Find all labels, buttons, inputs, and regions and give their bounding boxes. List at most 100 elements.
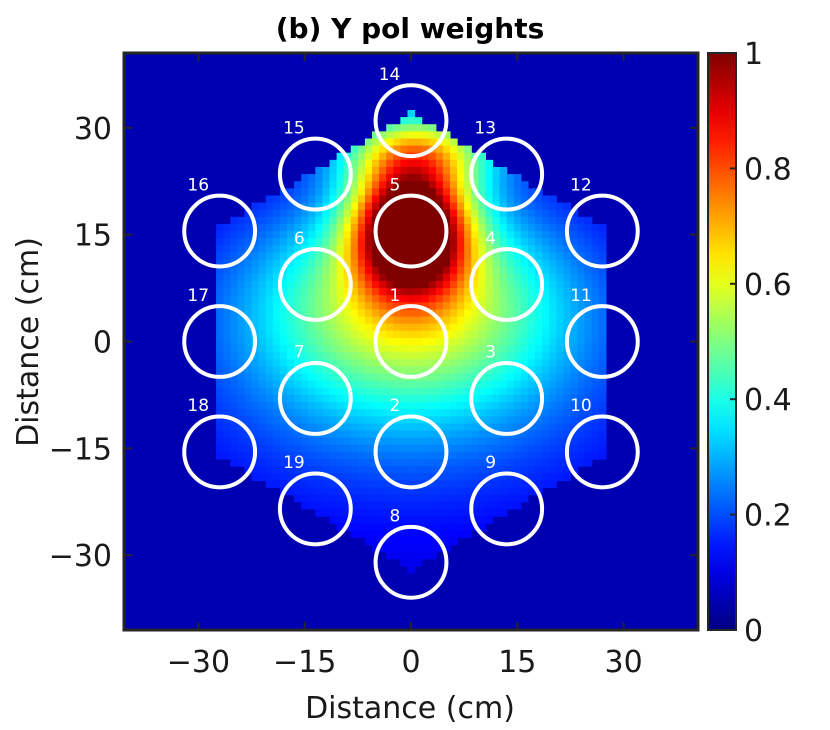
heatmap-cell — [407, 487, 416, 496]
heatmap-cell — [265, 430, 274, 439]
heatmap-cell — [584, 330, 593, 339]
heatmap-cell — [414, 352, 423, 360]
heatmap-cell — [301, 480, 309, 489]
heatmap-cell — [428, 466, 437, 474]
heatmap-cell — [478, 202, 487, 211]
heatmap-cell — [407, 501, 416, 510]
heatmap-cell — [350, 437, 359, 446]
heatmap-cell — [556, 280, 564, 289]
heatmap-cell — [357, 330, 366, 339]
heatmap-cell — [421, 402, 430, 410]
heatmap-cell — [315, 508, 324, 517]
heatmap-cell — [535, 444, 543, 453]
heatmap-cell — [364, 188, 373, 197]
heatmap-cell — [237, 437, 246, 446]
heatmap-cell — [286, 451, 295, 460]
heatmap-cell — [464, 245, 472, 254]
heatmap-cell — [485, 259, 494, 268]
heatmap-cell — [364, 451, 373, 460]
heatmap-cell — [315, 366, 324, 375]
heatmap-cell — [527, 266, 536, 275]
heatmap-cell — [237, 373, 246, 382]
heatmap-cell — [336, 516, 345, 524]
heatmap-cell — [379, 188, 387, 197]
heatmap-cell — [379, 480, 387, 489]
heatmap-cell — [542, 451, 550, 460]
horn-label: 17 — [187, 286, 209, 306]
heatmap-cell — [414, 480, 423, 489]
heatmap-cell — [542, 238, 550, 246]
heatmap-cell — [400, 466, 409, 474]
heatmap-cell — [350, 516, 359, 524]
heatmap-cell — [279, 259, 288, 268]
heatmap-cell — [556, 466, 564, 474]
heatmap-cell — [570, 466, 579, 474]
heatmap-cell — [499, 487, 508, 496]
heatmap-cell — [506, 323, 515, 332]
heatmap-cell — [272, 231, 281, 239]
heatmap-cell — [570, 330, 579, 339]
heatmap-cell — [414, 380, 423, 389]
heatmap-cell — [393, 473, 401, 481]
heatmap-cell — [527, 202, 536, 211]
heatmap-cell — [279, 316, 288, 325]
y-tick-label: 30 — [74, 112, 112, 147]
heatmap-cell — [478, 523, 487, 531]
heatmap-cell — [272, 330, 281, 339]
colorbar-tick-label: 0.8 — [744, 152, 792, 187]
heatmap-cell — [357, 302, 366, 311]
heatmap-cell — [428, 508, 437, 517]
heatmap-cell — [251, 366, 260, 375]
heatmap-cell — [329, 302, 338, 311]
heatmap-cell — [357, 494, 366, 503]
heatmap-cell — [520, 380, 529, 389]
heatmap-cell — [535, 466, 543, 474]
heatmap-cell — [478, 245, 487, 254]
heatmap-cell — [556, 223, 564, 232]
heatmap-cell — [322, 288, 331, 296]
heatmap-cell — [237, 387, 246, 396]
heatmap-cell — [223, 295, 231, 303]
heatmap-cell — [379, 323, 387, 332]
heatmap-cell — [279, 466, 288, 474]
heatmap-cell — [216, 323, 224, 332]
heatmap-cell — [421, 466, 430, 474]
heatmap-cell — [230, 402, 238, 410]
heatmap-cell — [520, 323, 529, 332]
heatmap-cell — [464, 166, 472, 175]
heatmap-cell — [350, 352, 359, 360]
heatmap-cell — [350, 459, 359, 467]
heatmap-cell — [577, 394, 586, 403]
heatmap-cell — [407, 402, 416, 410]
heatmap-cell — [478, 466, 487, 474]
heatmap-cell — [308, 302, 316, 311]
horn-circle — [277, 247, 353, 322]
heatmap-cell — [301, 466, 309, 474]
heatmap-cell — [478, 266, 487, 275]
heatmap-cell — [421, 544, 430, 553]
heatmap-cell — [542, 266, 550, 275]
heatmap-cell — [457, 508, 465, 517]
heatmap-cell — [442, 166, 451, 175]
heatmap-cell — [457, 259, 465, 268]
heatmap-cell — [464, 337, 472, 346]
heatmap-cell — [400, 174, 409, 182]
heatmap-cell — [400, 501, 409, 510]
heatmap-cell — [400, 209, 409, 218]
heatmap-cell — [258, 352, 267, 360]
heatmap-cell — [542, 359, 550, 367]
heatmap-cell — [513, 330, 522, 339]
heatmap-cell — [464, 373, 472, 382]
heatmap-cell — [244, 387, 253, 396]
heatmap-cell — [520, 444, 529, 453]
heatmap-cell — [464, 444, 472, 453]
heatmap-cell — [244, 423, 253, 432]
heatmap-cell — [322, 316, 331, 325]
heatmap-cell — [279, 451, 288, 460]
colorbar-ticks: 00.20.40.60.81 — [730, 37, 792, 649]
heatmap-cell — [393, 159, 401, 168]
heatmap-cell — [414, 288, 423, 296]
heatmap-cell — [379, 352, 387, 360]
heatmap-cell — [393, 459, 401, 467]
heatmap-cell — [294, 280, 302, 289]
